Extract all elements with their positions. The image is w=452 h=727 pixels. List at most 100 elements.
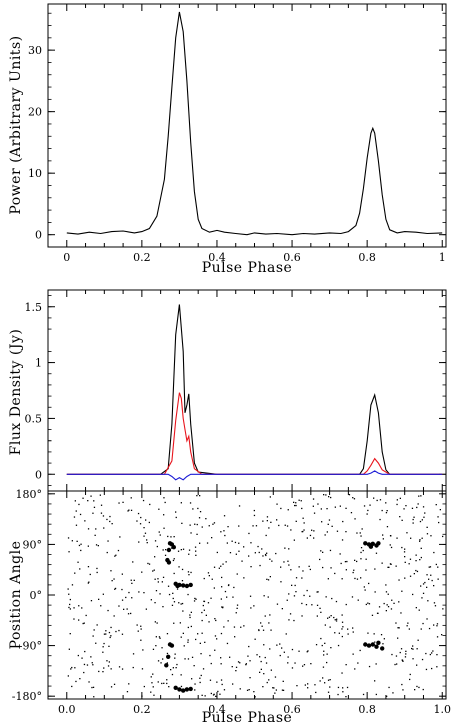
- noise-point: [368, 582, 370, 585]
- noise-point: [360, 577, 362, 579]
- noise-point: [248, 555, 250, 557]
- noise-point: [301, 602, 303, 605]
- noise-point: [380, 634, 383, 636]
- noise-point: [404, 548, 406, 550]
- noise-point: [91, 686, 93, 689]
- panel-pa-ylabel: Position Angle: [8, 541, 24, 650]
- noise-point: [365, 558, 367, 560]
- noise-point: [159, 637, 161, 639]
- noise-point: [121, 633, 124, 635]
- pa-point: [376, 640, 381, 645]
- y-tick-label: 180°: [16, 488, 43, 501]
- noise-point: [360, 558, 362, 560]
- noise-point: [146, 539, 148, 541]
- noise-point: [367, 509, 369, 512]
- noise-point: [429, 566, 432, 568]
- noise-point: [154, 621, 156, 623]
- x-tick-label: 0.6: [283, 251, 301, 264]
- noise-point: [153, 694, 155, 696]
- noise-point: [203, 600, 205, 602]
- noise-point: [227, 526, 229, 528]
- noise-point: [346, 560, 348, 563]
- noise-point: [336, 530, 339, 532]
- noise-point: [153, 569, 155, 571]
- noise-point: [93, 696, 95, 698]
- noise-point: [206, 542, 209, 544]
- noise-point: [111, 523, 113, 525]
- noise-point: [154, 556, 156, 558]
- noise-point: [379, 499, 382, 501]
- noise-point: [276, 503, 278, 505]
- noise-point: [85, 614, 87, 617]
- pa-point: [181, 583, 186, 588]
- noise-point: [302, 570, 304, 572]
- noise-point: [442, 535, 444, 538]
- noise-point: [307, 650, 309, 652]
- noise-point: [335, 600, 338, 603]
- noise-point: [356, 560, 358, 563]
- pa-point: [164, 663, 169, 668]
- noise-point: [75, 680, 77, 683]
- noise-point: [399, 651, 401, 654]
- noise-point: [100, 512, 103, 514]
- noise-point: [337, 693, 339, 696]
- noise-point: [74, 500, 76, 502]
- noise-point: [385, 512, 388, 514]
- noise-point: [236, 607, 238, 609]
- noise-point: [319, 607, 321, 609]
- noise-point: [412, 648, 414, 650]
- noise-point: [128, 509, 130, 511]
- noise-point: [434, 605, 437, 607]
- noise-point: [95, 544, 98, 546]
- noise-point: [403, 508, 405, 510]
- noise-point: [201, 632, 203, 634]
- noise-point: [172, 597, 174, 600]
- noise-point: [157, 578, 159, 580]
- noise-point: [396, 499, 398, 501]
- noise-point: [425, 652, 427, 655]
- noise-point: [194, 523, 196, 525]
- noise-point: [103, 642, 105, 645]
- noise-point: [121, 588, 123, 591]
- noise-point: [396, 537, 398, 539]
- noise-point: [196, 533, 198, 535]
- noise-point: [342, 687, 344, 689]
- noise-point: [75, 524, 78, 526]
- noise-point: [127, 613, 130, 615]
- noise-point: [203, 577, 205, 580]
- noise-point: [359, 649, 361, 652]
- noise-point: [402, 689, 404, 691]
- noise-point: [102, 515, 105, 517]
- noise-point: [422, 592, 425, 594]
- noise-point: [305, 604, 308, 606]
- noise-point: [158, 531, 160, 533]
- noise-point: [143, 592, 145, 594]
- noise-point: [271, 560, 273, 562]
- noise-point: [113, 578, 115, 580]
- noise-point: [195, 638, 197, 641]
- noise-point: [78, 605, 80, 607]
- noise-point: [262, 555, 264, 557]
- noise-point: [102, 593, 104, 595]
- noise-point: [229, 656, 231, 658]
- noise-point: [295, 591, 297, 593]
- noise-point: [181, 568, 184, 571]
- noise-point: [138, 541, 140, 543]
- noise-point: [295, 520, 297, 522]
- noise-point: [130, 579, 132, 581]
- noise-point: [268, 622, 270, 624]
- noise-point: [388, 686, 390, 689]
- noise-point: [205, 614, 207, 616]
- noise-point: [401, 659, 404, 661]
- noise-point: [199, 677, 201, 679]
- noise-point: [436, 625, 438, 627]
- noise-point: [274, 692, 276, 694]
- noise-point: [428, 627, 431, 630]
- noise-point: [377, 612, 379, 614]
- noise-point: [180, 636, 182, 638]
- noise-point: [417, 639, 419, 641]
- noise-point: [312, 505, 314, 507]
- noise-point: [191, 678, 193, 680]
- noise-point: [226, 596, 228, 598]
- panel-pa-xlabel: Pulse Phase: [202, 710, 293, 726]
